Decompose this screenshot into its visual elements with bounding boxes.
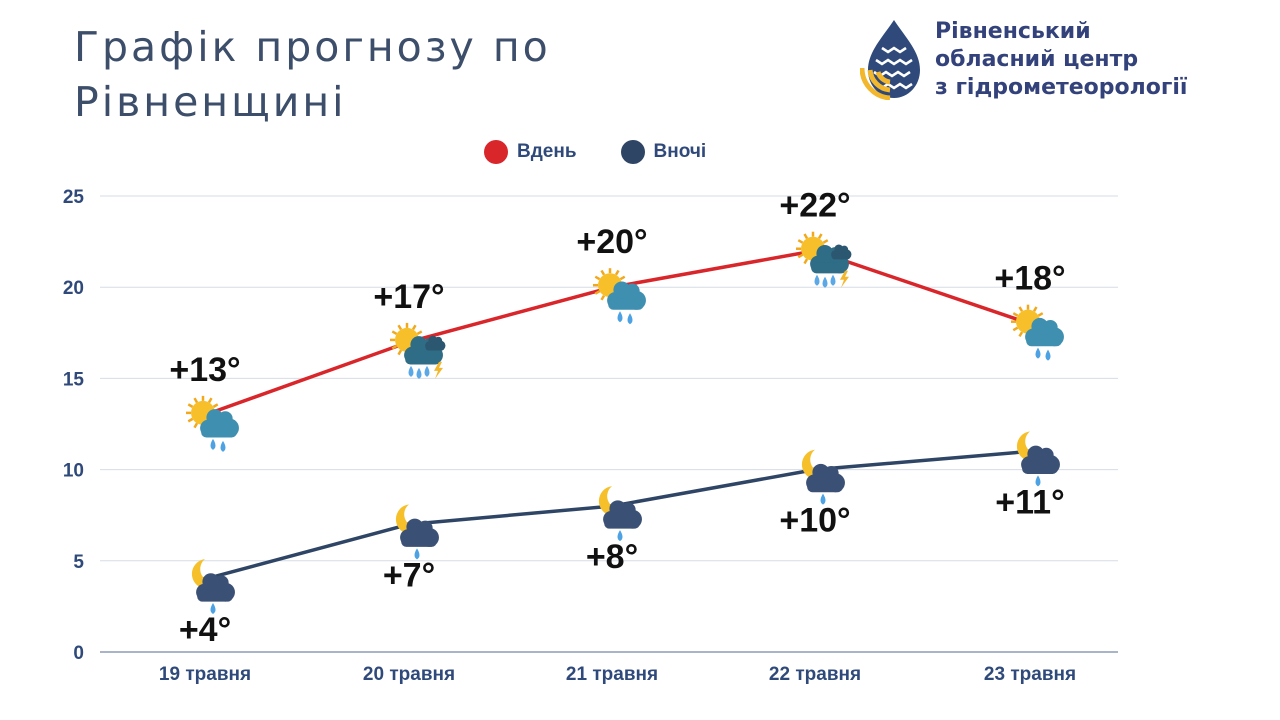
y-tick-label: 15 [63, 369, 85, 390]
day-temp-label: +22° [779, 187, 850, 225]
day-series-line [204, 248, 1031, 417]
night-temp-label: +11° [995, 483, 1064, 521]
night-temp-label: +10° [779, 502, 850, 540]
x-tick-label: 20 травня [363, 664, 455, 685]
moon-cloud-rain-icon [1016, 431, 1060, 487]
page-title: Графік прогнозу по Рівненщині [74, 20, 714, 130]
sun-cloud-rain-icon [1011, 304, 1064, 361]
org-line-3: з гідрометеорології [935, 75, 1188, 100]
moon-cloud-rain-icon [395, 504, 439, 560]
y-tick-label: 10 [63, 461, 84, 482]
org-line-1: Рівненський [935, 19, 1091, 44]
legend-night-marker [620, 140, 645, 164]
sun-cloud-rain-icon [186, 395, 239, 452]
moon-cloud-rain-icon [598, 486, 642, 542]
night-temp-label: +7° [383, 556, 435, 594]
y-tick-label: 20 [63, 278, 84, 299]
sun-cloud-rain-icon [593, 268, 646, 325]
y-tick-label: 25 [63, 187, 85, 208]
night-temp-label: +4° [179, 611, 231, 649]
legend-night-label: Вночі [653, 141, 707, 162]
x-tick-label: 22 травня [769, 664, 861, 685]
legend-item-night: Вночі [620, 140, 707, 164]
sun-cloud-storm-icon [796, 231, 852, 288]
sun-cloud-storm-icon [390, 322, 446, 379]
x-tick-label: 23 травня [984, 664, 1076, 685]
hydromet-logo-icon [860, 20, 920, 100]
organization-name: Рівненський обласний центр з гідрометеор… [935, 18, 1187, 102]
y-tick-label: 5 [73, 552, 84, 573]
day-temp-label: +20° [576, 223, 647, 261]
legend-item-day: Вдень [484, 140, 577, 164]
y-tick-label: 0 [73, 643, 84, 664]
day-temp-label: +17° [373, 278, 444, 316]
moon-cloud-rain-icon [191, 559, 235, 615]
org-line-2: обласний центр [935, 47, 1139, 72]
x-tick-label: 21 травня [566, 664, 658, 685]
title-line-1: Графік прогнозу по [74, 23, 551, 71]
x-tick-label: 19 травня [159, 664, 251, 685]
legend-day-marker [484, 140, 508, 164]
day-temp-label: +18° [994, 260, 1065, 298]
title-line-2: Рівненщині [74, 78, 347, 126]
moon-cloud-rain-icon [801, 449, 845, 505]
day-temp-label: +13° [169, 351, 240, 389]
night-temp-label: +8° [586, 538, 638, 576]
legend-day-label: Вдень [517, 141, 577, 162]
chart-legend: Вдень Вночі [484, 140, 706, 164]
